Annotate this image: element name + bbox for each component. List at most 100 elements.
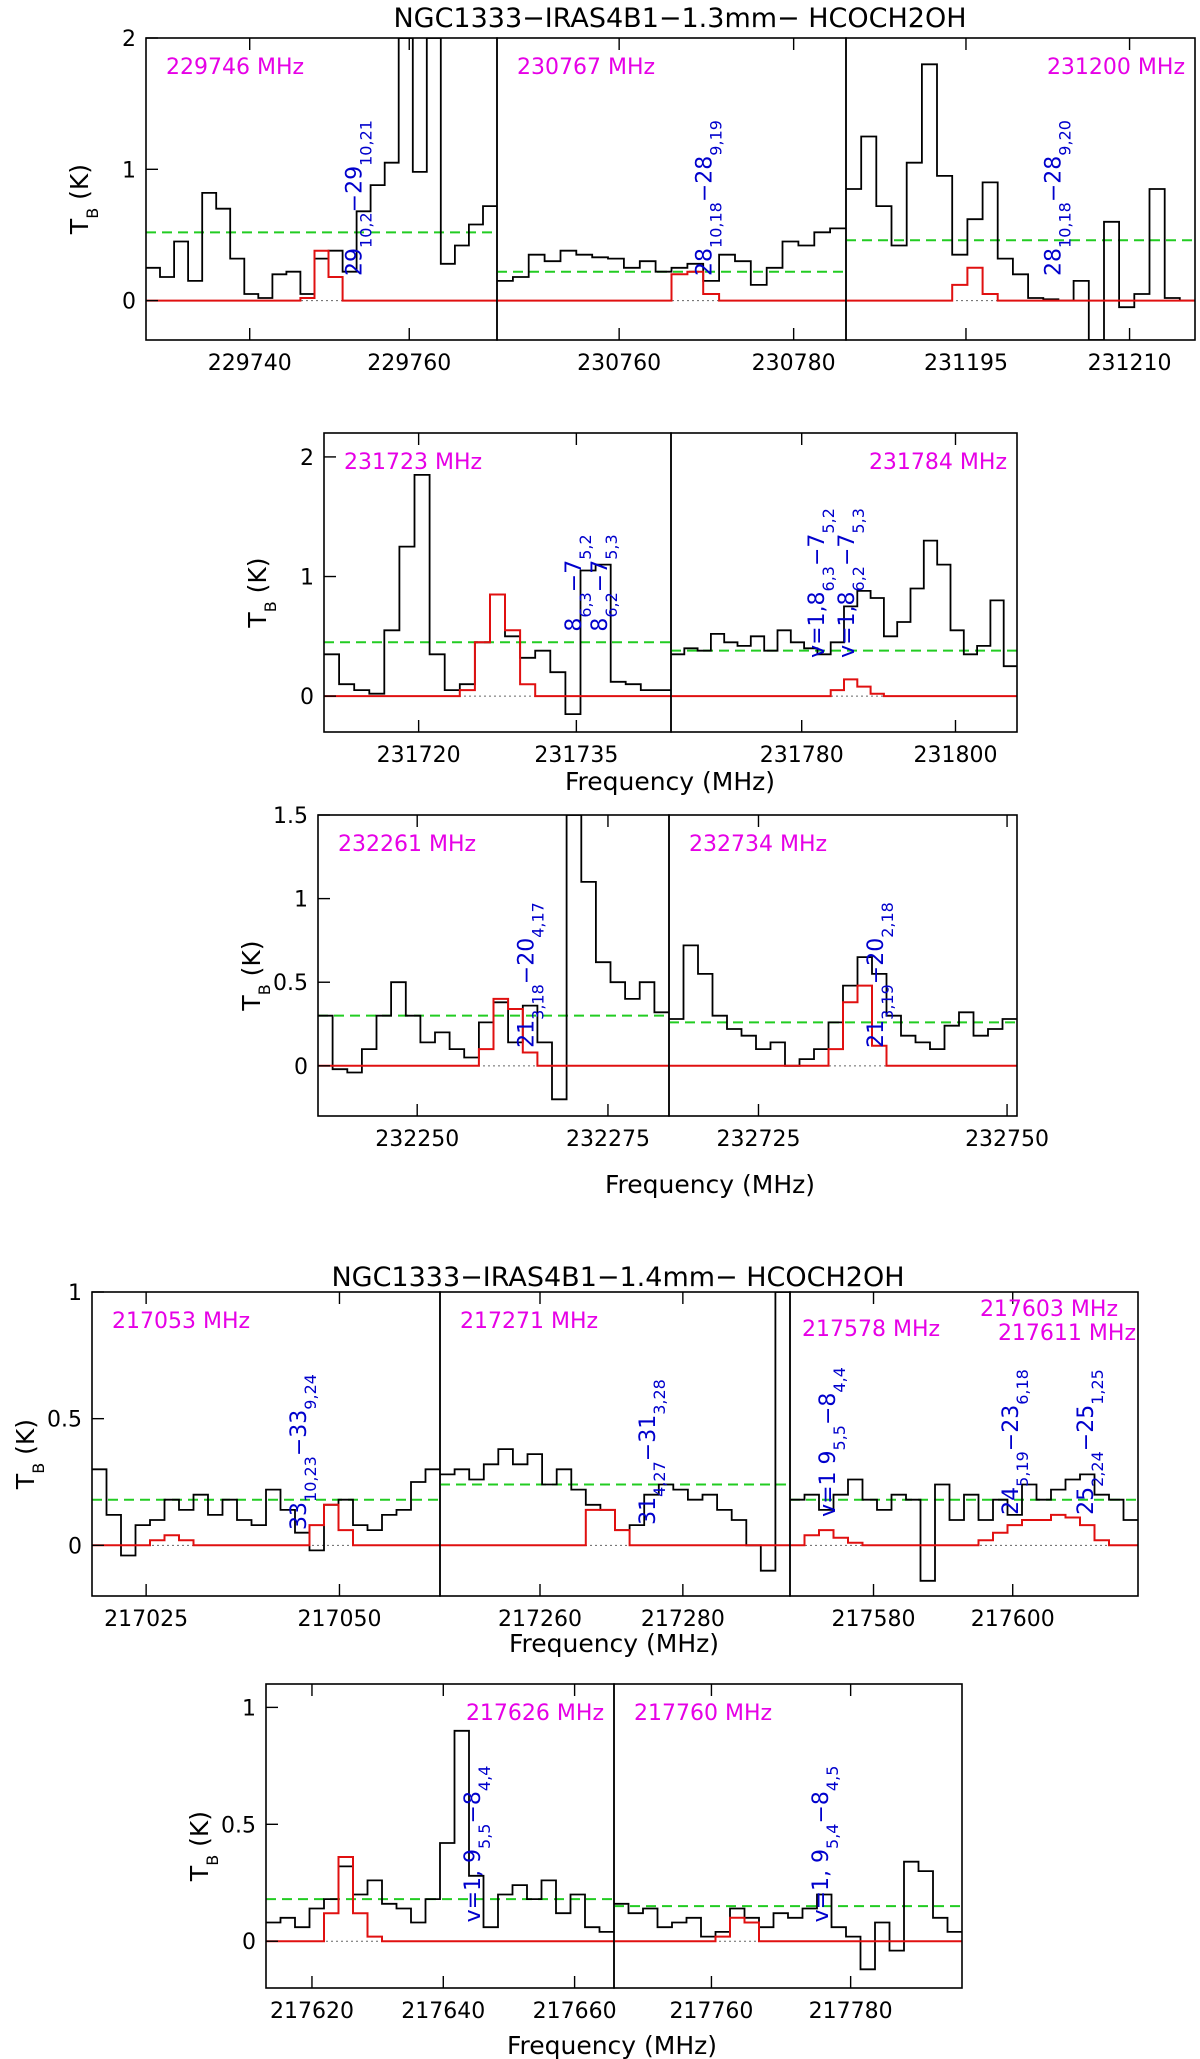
x-tick-label: 232250 bbox=[375, 1127, 459, 1152]
plot-frame bbox=[145, 37, 498, 341]
frequency-label: 229746 MHz bbox=[166, 55, 304, 80]
frequency-label: 231723 MHz bbox=[344, 450, 482, 475]
model-spectrum bbox=[497, 270, 846, 302]
x-tick-label: 217660 bbox=[533, 1999, 617, 2024]
y-tick-label: 0 bbox=[122, 290, 136, 315]
model-spectrum bbox=[790, 1513, 1138, 1547]
panel-6: 232725 232750 Frequency (MHz) 232734 MHz 213… bbox=[605, 814, 1049, 1199]
transition-label: v=1,86,3−75,2 bbox=[805, 508, 838, 658]
observed-spectrum bbox=[671, 539, 1017, 668]
transition-label: 86,3−75,2 bbox=[562, 534, 595, 631]
x-tick-label: 217025 bbox=[104, 1607, 188, 1632]
figure-title-1.4mm: NGC1333−IRAS4B1−1.4mm− HCOCH2OH bbox=[331, 1262, 904, 1293]
x-axis-label: Frequency (MHz) bbox=[509, 1629, 719, 1658]
x-tick-label: 231800 bbox=[913, 743, 997, 768]
panel-5: 232250 232275 0 0.5 1 1.5 TB (K) 232261 MHz 213,… bbox=[237, 804, 670, 1152]
x-tick-label: 231720 bbox=[377, 743, 461, 768]
observed-spectrum bbox=[146, 38, 497, 299]
panel-4: 231780 231800 231784 MHz v=1,86,3−75,2v=1,8… bbox=[670, 432, 1018, 768]
model-spectrum bbox=[324, 593, 671, 698]
x-tick-label: 230780 bbox=[752, 351, 836, 376]
x-tick-label: 217050 bbox=[297, 1607, 381, 1632]
x-tick-label: 229760 bbox=[367, 351, 451, 376]
model-spectrum bbox=[440, 1508, 790, 1547]
x-axis-label: Frequency (MHz) bbox=[565, 767, 775, 796]
y-axis-label: TB (K) bbox=[11, 1419, 48, 1490]
frequency-label: 232261 MHz bbox=[338, 832, 476, 857]
observed-spectrum bbox=[846, 63, 1195, 340]
model-spectrum bbox=[146, 249, 497, 302]
transition-label: 213,19−202,18 bbox=[864, 902, 897, 1048]
frequency-label: 230767 MHz bbox=[517, 55, 655, 80]
y-tick-label: 2 bbox=[122, 27, 136, 52]
x-tick-label: 217780 bbox=[809, 1999, 893, 2024]
transition-label: 245,19−236,18 bbox=[999, 1369, 1032, 1515]
y-tick-label: 1 bbox=[122, 158, 136, 183]
plot-frame bbox=[265, 1683, 615, 1989]
x-tick-label: 230760 bbox=[577, 351, 661, 376]
x-tick-label: 232750 bbox=[965, 1127, 1049, 1152]
frequency-label: 231200 MHz bbox=[1047, 55, 1185, 80]
x-tick-label: 231780 bbox=[760, 743, 844, 768]
transition-label: v=1,86,2−75,3 bbox=[835, 508, 868, 658]
y-tick-label: 2 bbox=[300, 446, 314, 471]
observed-spectrum bbox=[318, 815, 669, 1101]
observed-spectrum bbox=[790, 1473, 1138, 1582]
y-axis-label: TB (K) bbox=[185, 1811, 222, 1882]
frequency-label: 217603 MHz bbox=[980, 1297, 1118, 1322]
transition-label: 2810,18−289,20 bbox=[1042, 120, 1075, 276]
transition-label: 252,24−251,25 bbox=[1074, 1369, 1107, 1515]
x-tick-label: 217280 bbox=[641, 1607, 725, 1632]
x-tick-label: 231195 bbox=[924, 351, 1008, 376]
figure-title-1.3mm: NGC1333−IRAS4B1−1.3mm− HCOCH2OH bbox=[393, 3, 966, 34]
panel-10: 217620 217640 217660 0 0.5 1 TB (K) Frequency (… bbox=[185, 1683, 717, 2059]
x-axis-label: Frequency (MHz) bbox=[507, 2031, 717, 2059]
frequency-label: 217053 MHz bbox=[112, 1309, 250, 1334]
y-tick-label: 1 bbox=[300, 566, 314, 591]
transition-label: 86,2−75,3 bbox=[588, 534, 621, 631]
y-axis-label: TB (K) bbox=[65, 164, 102, 235]
panel-2: 231195 231210 231200 MHz 2810,18−289,20 bbox=[845, 37, 1196, 376]
frequency-label: 232734 MHz bbox=[689, 832, 827, 857]
model-spectrum bbox=[92, 1503, 440, 1547]
transition-label: 213,18−204,17 bbox=[515, 902, 548, 1048]
model-spectrum bbox=[614, 1916, 962, 1943]
x-tick-label: 217600 bbox=[971, 1607, 1055, 1632]
x-tick-label: 217620 bbox=[270, 1999, 354, 2024]
y-axis-label: TB (K) bbox=[243, 557, 280, 628]
plot-frame bbox=[845, 37, 1196, 341]
transition-label: 2810,18−289,19 bbox=[693, 120, 726, 276]
x-tick-label: 229740 bbox=[208, 351, 292, 376]
frequency-label: 217760 MHz bbox=[634, 1701, 772, 1726]
transition-label: v=1, 95,4−84,5 bbox=[809, 1766, 842, 1923]
x-tick-label: 231735 bbox=[534, 743, 618, 768]
panel-11: 217760 217780 217760 MHz v=1, 95,4−84,5 bbox=[613, 1683, 963, 2024]
plot-frame bbox=[613, 1683, 963, 1989]
y-tick-label: 0 bbox=[300, 685, 314, 710]
x-tick-label: 232725 bbox=[716, 1127, 800, 1152]
transition-label: 3310,23−339,24 bbox=[287, 1374, 320, 1530]
plot-frame bbox=[668, 814, 1018, 1117]
y-tick-label: 0.5 bbox=[221, 1813, 256, 1838]
plot-frame bbox=[789, 1291, 1139, 1597]
y-tick-label: 0 bbox=[68, 1534, 82, 1559]
y-axis-label: TB (K) bbox=[237, 940, 274, 1011]
x-tick-label: 231210 bbox=[1088, 351, 1172, 376]
observed-spectrum bbox=[266, 1729, 614, 1933]
panel-1: 230760 230780 230767 MHz 2810,18−289,19 bbox=[496, 37, 847, 376]
frequency-label: 217611 MHz bbox=[998, 1321, 1136, 1346]
panel-0: 229740 229760 0 1 2 TB (K) 229746 MHz 2910,2−29… bbox=[65, 27, 498, 376]
frequency-label: 217626 MHz bbox=[466, 1701, 604, 1726]
model-spectrum bbox=[318, 997, 669, 1067]
x-tick-label: 217640 bbox=[401, 1999, 485, 2024]
y-tick-label: 0 bbox=[294, 1055, 308, 1080]
panel-7: 217025 217050 0 0.5 1 TB (K) 217053 MHz 3310,23… bbox=[11, 1281, 441, 1632]
transition-label: 2910,2−2910,21 bbox=[343, 120, 376, 276]
transition-label: v=1 95,5−84,4 bbox=[816, 1367, 849, 1517]
y-tick-label: 1 bbox=[68, 1281, 82, 1306]
frequency-label: 231784 MHz bbox=[869, 450, 1007, 475]
x-axis-label: Frequency (MHz) bbox=[605, 1170, 815, 1199]
